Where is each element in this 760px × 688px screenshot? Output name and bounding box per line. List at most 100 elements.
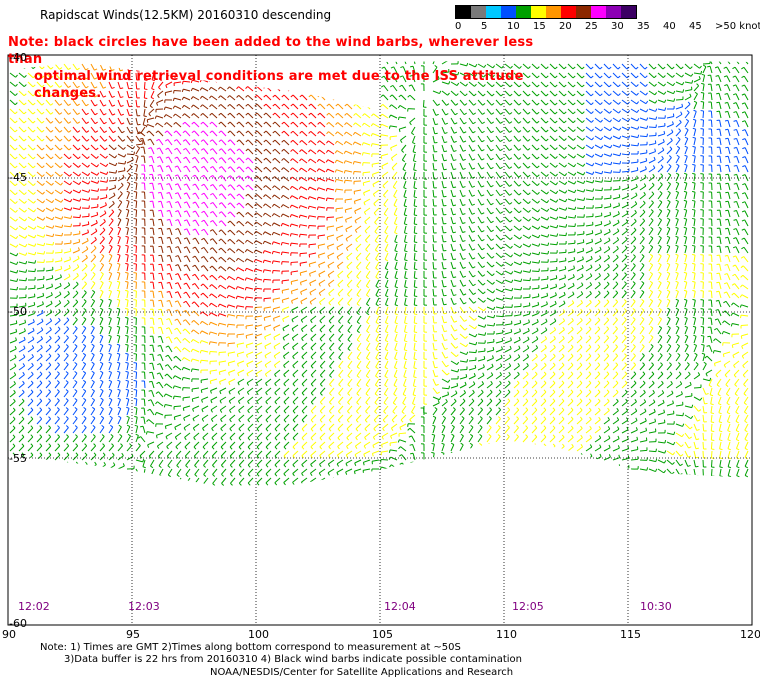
- wind-barb-flag: [106, 171, 109, 175]
- wind-barb-shaft: [151, 81, 155, 89]
- wind-barb-flag: [528, 227, 532, 231]
- wind-barb-flag: [658, 217, 662, 221]
- wind-barb-flag: [414, 268, 418, 270]
- wind-barb-flag: [191, 301, 195, 305]
- wind-barb-flag: [527, 165, 531, 169]
- wind-barb-flag: [191, 310, 195, 314]
- wind-barb-shaft: [719, 120, 722, 128]
- wind-barb-shaft: [63, 117, 69, 124]
- wind-barb-flag: [492, 290, 496, 294]
- wind-barb-shaft: [143, 81, 146, 90]
- wind-barb-flag: [609, 127, 613, 132]
- wind-barb-shaft: [513, 279, 521, 283]
- wind-barb-shaft: [684, 112, 690, 119]
- wind-barb-flag: [245, 94, 249, 98]
- wind-barb-flag: [664, 99, 667, 103]
- wind-barb-flag: [399, 84, 403, 88]
- wind-barb-flag: [105, 202, 107, 206]
- wind-barb-flag: [174, 291, 179, 294]
- wind-barb-shaft: [63, 276, 71, 281]
- wind-barb-flag: [667, 190, 671, 194]
- wind-barb-flag: [157, 156, 161, 159]
- wind-barb-shaft: [177, 282, 182, 290]
- wind-barb-shaft: [450, 243, 454, 251]
- wind-barb-flag: [272, 130, 276, 134]
- wind-barb-shaft: [725, 300, 731, 308]
- wind-barb-shaft: [403, 189, 407, 197]
- wind-barb-flag: [245, 112, 249, 116]
- wind-barb-flag: [626, 201, 629, 205]
- wind-barb-shaft: [318, 196, 326, 200]
- wind-barb-flag: [675, 280, 679, 283]
- wind-barb-flag: [607, 255, 611, 259]
- wind-barb-flag: [380, 155, 383, 159]
- wind-barb-shaft: [744, 156, 749, 164]
- wind-barb-flag: [84, 272, 88, 276]
- wind-barb-shaft: [81, 283, 87, 290]
- wind-barb-flag: [528, 218, 531, 222]
- wind-barb-shaft: [264, 306, 272, 309]
- wind-barb-shaft: [727, 111, 731, 119]
- wind-barb-flag: [201, 219, 205, 223]
- wind-barb-shaft: [18, 198, 25, 204]
- wind-barb-flag: [573, 257, 576, 261]
- wind-barb-shaft: [335, 188, 344, 191]
- wind-barb-flag: [491, 247, 495, 250]
- wind-barb-flag: [183, 147, 187, 151]
- wind-barb-flag: [335, 103, 339, 107]
- wind-barb-shaft: [90, 99, 96, 107]
- wind-barb-shaft: [734, 60, 740, 65]
- wind-barb-shaft: [45, 207, 53, 212]
- wind-barb-flag: [272, 121, 276, 125]
- wind-barb-shaft: [356, 279, 362, 286]
- wind-barb-shaft: [337, 297, 344, 304]
- wind-barb-flag: [120, 105, 124, 107]
- wind-barb-flag: [25, 260, 28, 265]
- wind-barb-flag: [181, 105, 185, 109]
- wind-barb-flag: [732, 255, 736, 258]
- wind-barb-shaft: [432, 108, 437, 116]
- wind-barb-flag: [582, 247, 585, 252]
- wind-barb-flag: [379, 113, 383, 117]
- wind-barb-flag: [114, 155, 118, 159]
- wind-barb-flag: [509, 210, 513, 214]
- wind-barb-shaft: [468, 288, 474, 295]
- wind-barb-shaft: [495, 288, 503, 293]
- wind-barb-flag: [666, 235, 671, 239]
- wind-barb-flag: [175, 255, 179, 258]
- wind-barb-shaft: [684, 291, 688, 299]
- wind-barb-shaft: [90, 171, 98, 176]
- wind-barb-flag: [235, 305, 238, 309]
- wind-barb-flag: [446, 103, 450, 106]
- wind-barb-shaft: [522, 305, 530, 308]
- wind-barb-flag: [491, 84, 495, 88]
- wind-barb-shaft: [639, 99, 647, 105]
- wind-barb-flag: [443, 168, 447, 171]
- wind-barb-flag: [299, 158, 302, 162]
- wind-barb-flag: [518, 201, 522, 205]
- wind-barb-flag: [723, 282, 728, 285]
- wind-barb-shaft: [404, 297, 407, 305]
- wind-barb-flag: [33, 209, 37, 213]
- wind-barb-flag: [200, 157, 205, 160]
- wind-barb-flag: [166, 290, 170, 293]
- wind-barb-shaft: [384, 324, 389, 332]
- wind-barb-shaft: [202, 311, 209, 317]
- wind-barb-shaft: [310, 149, 317, 155]
- wind-barb-shaft: [540, 126, 547, 133]
- wind-barb-shaft: [194, 148, 200, 155]
- wind-barb-flag: [545, 93, 549, 97]
- wind-barb-flag: [509, 130, 513, 133]
- wind-barb-shaft: [585, 171, 593, 175]
- wind-barb-shaft: [404, 252, 407, 260]
- wind-barb-flag: [402, 168, 406, 172]
- wind-barb-flag: [546, 173, 549, 177]
- wind-barb-flag: [181, 88, 184, 93]
- wind-barb-flag: [347, 293, 350, 297]
- wind-barb-flag: [499, 175, 503, 179]
- wind-barb-shaft: [576, 320, 583, 326]
- wind-barb-flag: [218, 148, 222, 151]
- wind-barb-shaft: [308, 224, 317, 227]
- wind-barb-shaft: [290, 242, 299, 245]
- wind-barb-flag: [111, 86, 115, 89]
